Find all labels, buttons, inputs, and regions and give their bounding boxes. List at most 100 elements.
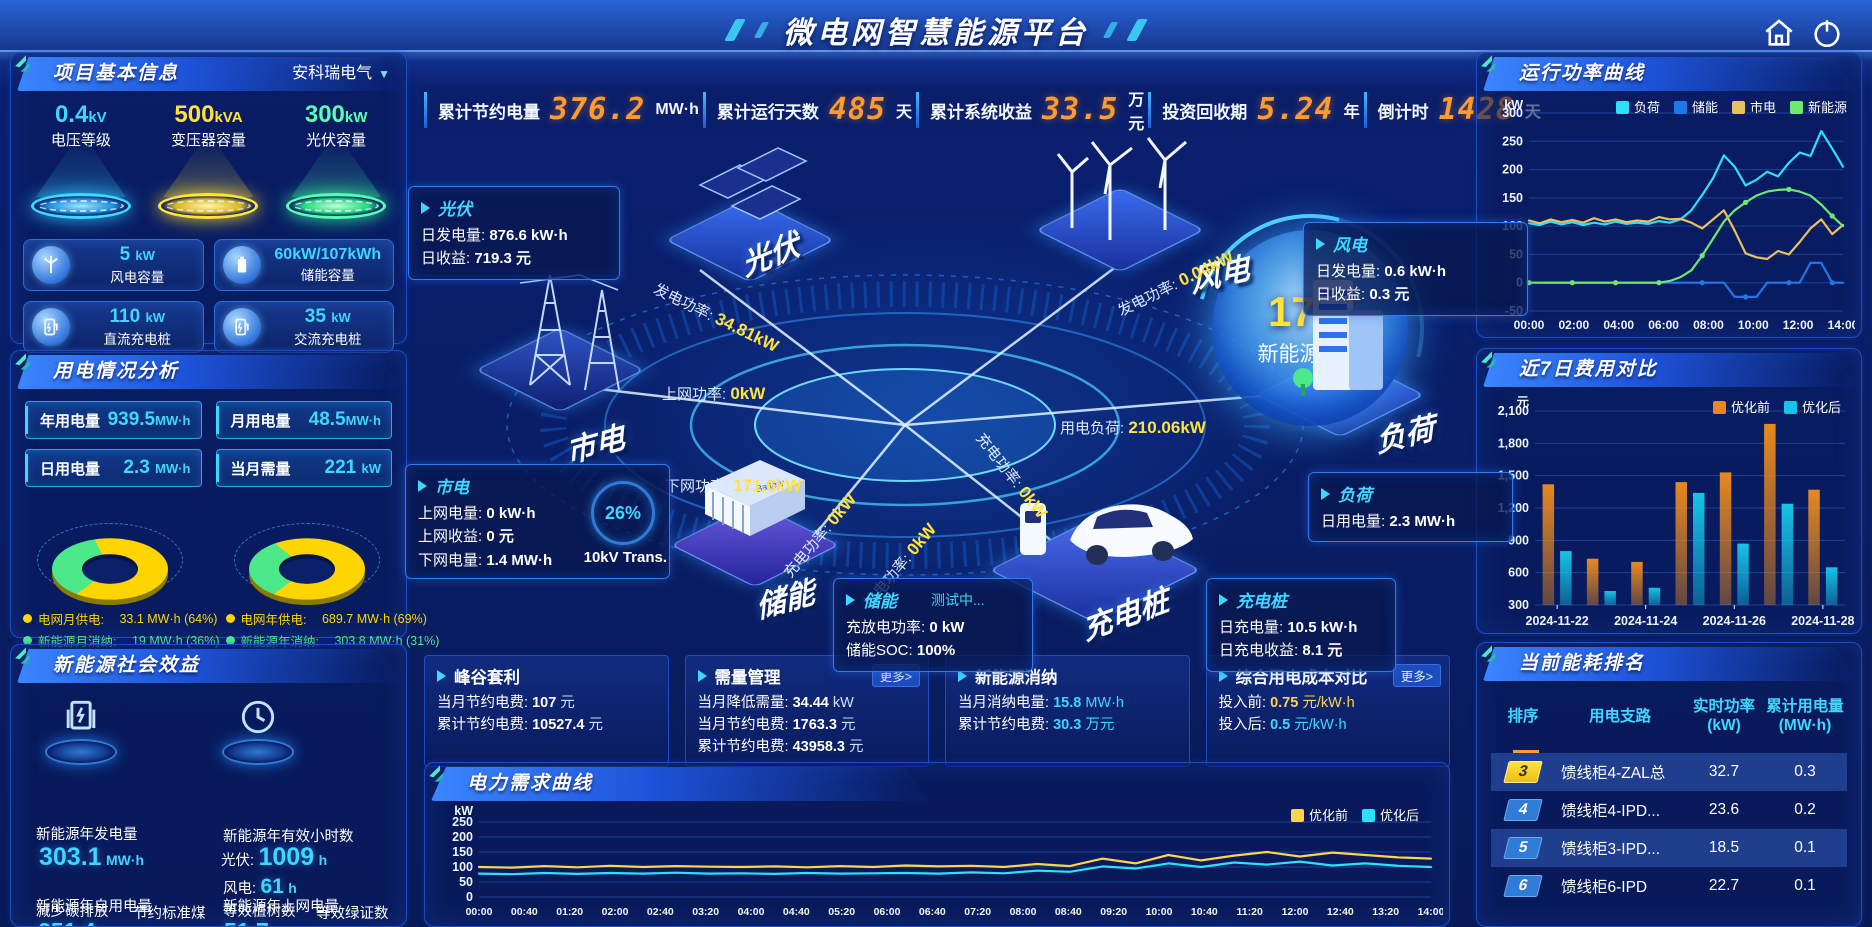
- month-supply-donut: [35, 505, 185, 600]
- capacity-cones: 0.4kV 电压等级 500kVA 变压器容量 300kW 光伏容量: [11, 91, 406, 229]
- legend-before: 优化前: [1712, 397, 1770, 416]
- svg-text:12:00: 12:00: [1282, 906, 1309, 918]
- transformer-label: 10kV Trans.: [583, 549, 667, 566]
- svg-text:元: 元: [1516, 395, 1529, 409]
- table-row[interactable]: 3 馈线柜4-ZAL总 32.7 0.3: [1491, 752, 1847, 791]
- realtime-power: 23.6: [1708, 800, 1740, 818]
- feed-label: 新能源年上网电量: [223, 899, 339, 915]
- charger-car-graphic: [1020, 503, 1193, 565]
- dc-charger-card: 110 kW 直流充电桩: [23, 301, 204, 353]
- load-box-title: 负荷: [1338, 486, 1372, 505]
- project-info-panel: 项目基本信息 安科瑞电气 ▼ 0.4kV 电压等级 500kVA 变压器容量 30…: [10, 52, 407, 353]
- social-benefit-title: 新能源社会效益: [53, 655, 201, 676]
- energy-ranking-table: 排序 用电支路 实时功率 (kW) 累计用电量 (MW·h) 3 馈线柜4-ZA…: [1491, 691, 1847, 905]
- flow-value: 0kW: [730, 384, 766, 403]
- kpi-bar: 累计节约电量 376.2 MW·h 累计运行天数 485 天 累计系统收益 33…: [420, 86, 1541, 134]
- kpi-label: 累计运行天数: [716, 102, 819, 122]
- panel-corner-icon: [1481, 645, 1496, 662]
- svg-text:2024-11-28: 2024-11-28: [1791, 614, 1854, 628]
- legend-grid-month: 电网月供电: 33.1 MW·h (64%): [23, 609, 220, 628]
- svg-text:04:40: 04:40: [783, 906, 810, 918]
- power-icon[interactable]: [1810, 16, 1844, 50]
- table-header-row: 排序 用电支路 实时功率 (kW) 累计用电量 (MW·h): [1491, 691, 1847, 742]
- cone-beam: [35, 145, 126, 197]
- home-icon[interactable]: [1762, 16, 1796, 50]
- kpi-label: 累计系统收益: [930, 102, 1033, 122]
- legend-after: 优化后: [1361, 805, 1419, 824]
- card-title-row: 峰谷套利: [437, 664, 656, 688]
- chevron-down-icon: ▼: [378, 67, 390, 81]
- table-row[interactable]: 4 馈线柜4-IPD... 23.6 0.2: [1491, 791, 1847, 829]
- pv-hours: 光伏: 1009 h: [221, 843, 328, 871]
- kpi-run-days: 累计运行天数 485 天: [699, 90, 912, 130]
- svg-text:11:20: 11:20: [1237, 906, 1263, 918]
- card-row: 投入后: 0.5 元/kW·h: [1218, 716, 1347, 733]
- svg-text:2024-11-22: 2024-11-22: [1526, 614, 1589, 628]
- svg-text:10:00: 10:00: [1738, 318, 1769, 332]
- arrow-icon: [421, 201, 430, 214]
- arrow-icon: [418, 479, 427, 492]
- cost-compare-more-button[interactable]: 更多>: [1392, 664, 1441, 687]
- cost-compare-panel: 近7日费用对比 优化前 优化后 2,100 1,800 1,500 1,200 900 6…: [1476, 348, 1862, 634]
- ess-box-title: 储能: [863, 592, 897, 611]
- cone-label: 电压等级: [50, 132, 111, 149]
- kpi-value: 376.2: [550, 92, 646, 127]
- grid-down-energy: 下网电量: 1.4 MW·h: [418, 551, 553, 569]
- pv-capacity-cone: 300kW 光伏容量: [277, 101, 395, 229]
- table-row[interactable]: 5 馈线柜3-IPD... 18.5 0.1: [1491, 828, 1847, 867]
- rank-badge: 4: [1503, 798, 1543, 821]
- ess-container-graphic: Battery: [705, 460, 805, 536]
- kpi-payback-period: 投资回收期 5.24 年: [1144, 90, 1360, 130]
- kpi-system-revenue: 累计系统收益 33.5 万元: [912, 90, 1144, 133]
- self-use-value: 251.4 MW·h: [38, 918, 138, 926]
- panel-corner-icon: [1481, 55, 1496, 72]
- transformer-load-gauge: 26%: [591, 481, 655, 545]
- svg-text:02:00: 02:00: [602, 906, 629, 918]
- total-energy: 0.2: [1794, 800, 1816, 818]
- svg-text:08:00: 08:00: [1010, 906, 1037, 918]
- load-daily-energy: 日用电量: 2.3 MW·h: [1321, 513, 1456, 530]
- branch-name: 馈线柜3-IPD...: [1561, 840, 1661, 858]
- arrow-icon: [846, 593, 855, 606]
- swatch-icon: [1731, 101, 1745, 114]
- pv-box-title: 光伏: [438, 200, 472, 219]
- demand-chart-legend: 优化前 优化后: [1290, 805, 1419, 824]
- swatch-icon: [1712, 401, 1726, 414]
- svg-text:09:20: 09:20: [1100, 906, 1127, 918]
- svg-text:10:40: 10:40: [1191, 906, 1218, 918]
- demand-mgmt-card: 需量管理 更多> 当月降低需量: 34.44 kW 当月节约电费: 1763.3…: [684, 655, 929, 768]
- card-row: 投入前: 0.75 元/kW·h: [1218, 695, 1355, 711]
- svg-text:00:00: 00:00: [1514, 318, 1545, 332]
- col-rank: 排序: [1507, 707, 1539, 725]
- scene-rings-graphic: [506, 259, 1336, 576]
- dc-charger-icon: [32, 308, 70, 346]
- storage-capacity-card: 60kW/107kWh 储能容量: [213, 239, 394, 291]
- pedestal-disc: [222, 739, 294, 765]
- col-energy: 累计用电量 (MW·h): [1766, 698, 1844, 735]
- pedestal-disc: [45, 739, 117, 765]
- year-usage-stat: 年用电量 939.5MW·h: [25, 401, 202, 439]
- charger-box-title-row: 充电桩: [1219, 587, 1383, 612]
- table-row[interactable]: 6 馈线柜6-IPD 22.7 0.1: [1491, 867, 1847, 905]
- peak-valley-card: 峰谷套利 当月节约电费: 107 元 累计节约电费: 10527.4 元: [424, 655, 669, 768]
- card-row: 当月消纳电量: 15.8 MW·h: [958, 695, 1124, 711]
- svg-text:02:00: 02:00: [1559, 318, 1590, 332]
- branch-name: 馈线柜4-IPD...: [1561, 802, 1661, 820]
- transformer-capacity-cone: 500kVA 变压器容量: [149, 101, 267, 229]
- card-title-row: 新能源消纳: [958, 664, 1177, 688]
- run-power-title: 运行功率曲线: [1519, 63, 1646, 84]
- kpi-unit: 万元: [1128, 92, 1145, 133]
- svg-text:14:00: 14:00: [1418, 906, 1443, 918]
- card-row: 当月节约电费: 1763.3 元: [697, 716, 856, 733]
- cost-compare-header: 近7日费用对比: [1481, 351, 1855, 387]
- swatch-icon: [1290, 809, 1304, 822]
- cone-beam: [291, 145, 382, 197]
- company-dropdown[interactable]: 安科瑞电气 ▼: [292, 57, 390, 91]
- hours-pedestal: [216, 691, 300, 775]
- demand-curve-panel: 电力需求曲线 优化前 优化后 250 200 150 100 50 0 kW 00:00 00:…: [424, 762, 1450, 927]
- flow-label: 下网功率:: [665, 478, 730, 495]
- arrow-icon: [1218, 670, 1228, 682]
- svg-text:04:00: 04:00: [1603, 318, 1634, 332]
- total-energy: 0.1: [1794, 876, 1816, 894]
- donut-hole: [279, 554, 336, 584]
